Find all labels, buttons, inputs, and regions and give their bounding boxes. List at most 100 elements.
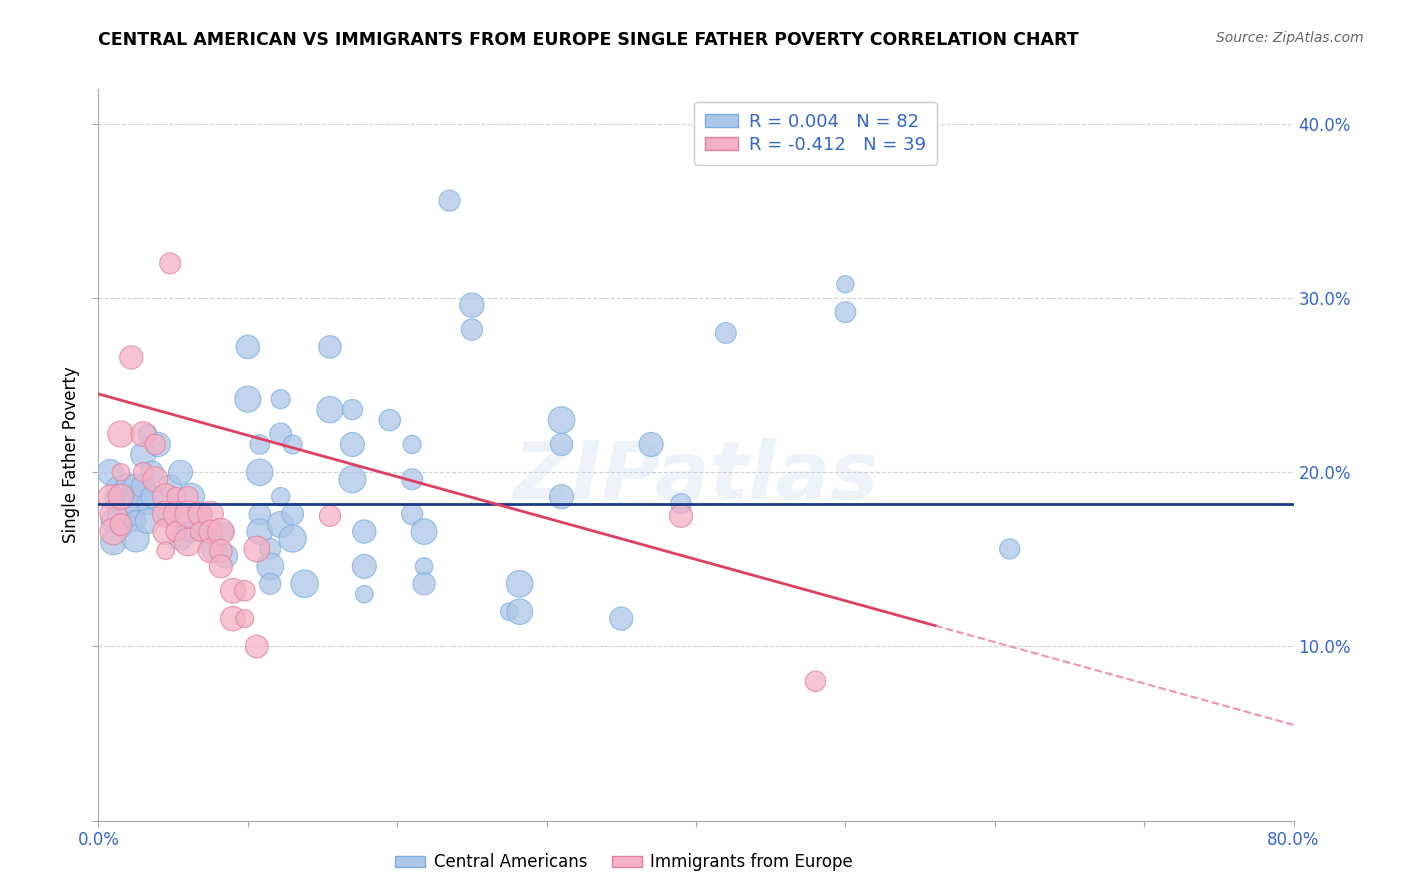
Point bbox=[319, 340, 342, 354]
Point bbox=[177, 490, 200, 504]
Point bbox=[136, 497, 159, 511]
Point bbox=[141, 466, 163, 480]
Point bbox=[159, 479, 181, 493]
Point bbox=[125, 514, 148, 528]
Point bbox=[120, 508, 142, 523]
Point bbox=[191, 524, 214, 539]
Point bbox=[103, 507, 125, 521]
Point bbox=[180, 524, 202, 539]
Point bbox=[177, 535, 200, 549]
Point bbox=[342, 472, 364, 486]
Point bbox=[177, 507, 200, 521]
Point bbox=[259, 576, 281, 591]
Point bbox=[132, 466, 155, 480]
Point bbox=[100, 490, 122, 504]
Text: Source: ZipAtlas.com: Source: ZipAtlas.com bbox=[1216, 31, 1364, 45]
Point bbox=[319, 508, 342, 523]
Point bbox=[498, 605, 520, 619]
Point bbox=[155, 507, 177, 521]
Point bbox=[236, 392, 259, 407]
Point bbox=[461, 322, 484, 336]
Point bbox=[114, 493, 136, 508]
Point bbox=[188, 524, 211, 539]
Point bbox=[120, 491, 142, 506]
Point bbox=[550, 490, 572, 504]
Point bbox=[461, 298, 484, 312]
Point bbox=[342, 437, 364, 451]
Y-axis label: Single Father Poverty: Single Father Poverty bbox=[62, 367, 80, 543]
Point bbox=[233, 612, 256, 626]
Point bbox=[249, 437, 271, 451]
Point bbox=[165, 524, 187, 539]
Point bbox=[669, 508, 692, 523]
Point bbox=[209, 559, 232, 574]
Point bbox=[249, 466, 271, 480]
Point bbox=[191, 507, 214, 521]
Point bbox=[550, 437, 572, 451]
Point bbox=[610, 612, 633, 626]
Point bbox=[132, 427, 155, 442]
Point bbox=[159, 256, 181, 270]
Point bbox=[401, 437, 423, 451]
Point bbox=[132, 448, 155, 462]
Point bbox=[259, 559, 281, 574]
Point bbox=[143, 472, 166, 486]
Point bbox=[222, 583, 245, 598]
Point bbox=[834, 277, 856, 292]
Point bbox=[413, 576, 436, 591]
Point bbox=[200, 543, 222, 558]
Point bbox=[141, 490, 163, 504]
Point bbox=[200, 524, 222, 539]
Point bbox=[401, 507, 423, 521]
Point bbox=[155, 490, 177, 504]
Point bbox=[353, 587, 375, 601]
Text: ZIPatlas: ZIPatlas bbox=[513, 438, 879, 516]
Point bbox=[159, 507, 181, 521]
Point bbox=[353, 559, 375, 574]
Point bbox=[165, 490, 187, 504]
Point bbox=[165, 507, 187, 521]
Point bbox=[246, 640, 269, 654]
Point bbox=[209, 543, 232, 558]
Point bbox=[281, 437, 304, 451]
Point bbox=[188, 507, 211, 521]
Point bbox=[270, 392, 292, 407]
Point bbox=[204, 541, 226, 556]
Point bbox=[214, 524, 236, 539]
Point bbox=[209, 524, 232, 539]
Point bbox=[270, 427, 292, 442]
Point bbox=[319, 402, 342, 417]
Point bbox=[103, 514, 125, 528]
Point bbox=[249, 524, 271, 539]
Point bbox=[236, 340, 259, 354]
Text: CENTRAL AMERICAN VS IMMIGRANTS FROM EUROPE SINGLE FATHER POVERTY CORRELATION CHA: CENTRAL AMERICAN VS IMMIGRANTS FROM EURO… bbox=[98, 31, 1078, 49]
Point bbox=[439, 194, 461, 208]
Point bbox=[834, 305, 856, 319]
Point bbox=[169, 507, 191, 521]
Point bbox=[270, 490, 292, 504]
Point bbox=[998, 541, 1021, 556]
Point bbox=[294, 576, 316, 591]
Point bbox=[204, 532, 226, 546]
Point bbox=[136, 427, 159, 442]
Point bbox=[110, 508, 132, 523]
Point bbox=[169, 532, 191, 546]
Point bbox=[180, 490, 202, 504]
Point bbox=[148, 437, 170, 451]
Point bbox=[107, 481, 129, 495]
Point bbox=[132, 479, 155, 493]
Point bbox=[378, 413, 401, 427]
Point bbox=[110, 517, 132, 532]
Point bbox=[169, 466, 191, 480]
Point bbox=[125, 497, 148, 511]
Point bbox=[103, 491, 125, 506]
Point bbox=[110, 427, 132, 442]
Point bbox=[136, 514, 159, 528]
Point bbox=[155, 524, 177, 539]
Point bbox=[117, 500, 139, 515]
Point bbox=[714, 326, 737, 340]
Point bbox=[353, 524, 375, 539]
Point bbox=[509, 576, 531, 591]
Point bbox=[509, 605, 531, 619]
Point bbox=[111, 521, 134, 535]
